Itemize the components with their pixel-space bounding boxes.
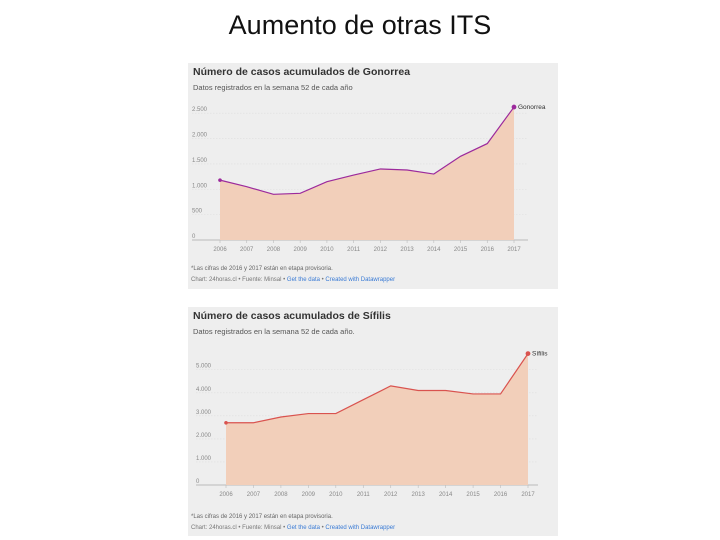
gonorrea-credit-separator: • bbox=[321, 277, 324, 283]
sifilis-credit-text: Chart: 24horas.cl • Fuente: Minsal • bbox=[191, 525, 286, 531]
gonorrea-x-tick-label: 2015 bbox=[454, 247, 468, 253]
gonorrea-start-point bbox=[218, 178, 222, 182]
gonorrea-series-line bbox=[219, 106, 515, 195]
sifilis-y-tick-label: 0 bbox=[196, 479, 200, 485]
gonorrea-series-label: Gonorrea bbox=[518, 104, 546, 111]
gonorrea-chart-svg: 0 500 1.000 1.500 2.000 2.500 Gonorrea 2006 2007… bbox=[192, 104, 546, 253]
sifilis-x-tick-label: 2015 bbox=[466, 492, 480, 498]
sifilis-end-point bbox=[525, 351, 531, 357]
gonorrea-x-tick-label: 2006 bbox=[213, 247, 227, 253]
gonorrea-get-data-link[interactable]: Get the data bbox=[286, 277, 320, 283]
gonorrea-x-tick-label: 2014 bbox=[427, 247, 441, 253]
gonorrea-x-tick-label: 2007 bbox=[240, 247, 254, 253]
sifilis-y-tick-label: 1.000 bbox=[196, 456, 212, 462]
sifilis-chart-svg: 0 1.000 2.000 3.000 4.000 5.000 Sífilis 2006 200… bbox=[196, 351, 548, 498]
gonorrea-x-tick-label: 2016 bbox=[481, 247, 495, 253]
slide-title: Aumento de otras ITS bbox=[228, 10, 492, 40]
sifilis-x-tick-label: 2016 bbox=[494, 492, 508, 498]
sifilis-y-tick-label: 5.000 bbox=[196, 364, 212, 370]
gonorrea-x-tick-label: 2011 bbox=[347, 247, 361, 253]
gonorrea-chart-title: Número de casos acumulados de Gonorrea bbox=[193, 66, 411, 78]
sifilis-x-tick-label: 2013 bbox=[412, 492, 426, 498]
gonorrea-x-tick-label: 2010 bbox=[320, 247, 334, 253]
gonorrea-datawrapper-link[interactable]: Created with Datawrapper bbox=[325, 277, 396, 283]
gonorrea-y-tick-label: 0 bbox=[192, 234, 196, 240]
sifilis-chart-panel: 0 1.000 2.000 3.000 4.000 5.000 Sífilis 2006 200… bbox=[188, 307, 558, 536]
gonorrea-x-tick-label: 2017 bbox=[507, 247, 521, 253]
sifilis-datawrapper-link[interactable]: Created with Datawrapper bbox=[325, 525, 396, 531]
sifilis-series-line bbox=[226, 353, 529, 424]
sifilis-x-tick-label: 2008 bbox=[274, 492, 288, 498]
gonorrea-y-tick-label: 1.500 bbox=[192, 158, 208, 164]
sifilis-x-tick-label: 2012 bbox=[384, 492, 398, 498]
sifilis-area bbox=[226, 353, 528, 485]
sifilis-x-tick-label: 2010 bbox=[329, 492, 343, 498]
sifilis-x-tick-label: 2006 bbox=[219, 492, 233, 498]
sifilis-chart-subtitle: Datos registrados en la semana 52 de cad… bbox=[193, 327, 355, 336]
sifilis-y-tick-label: 3.000 bbox=[196, 410, 212, 416]
sifilis-series-label: Sífilis bbox=[532, 351, 548, 358]
sifilis-x-tick-label: 2011 bbox=[357, 492, 371, 498]
gonorrea-chart-panel: 0 500 1.000 1.500 2.000 2.500 Gonorrea 2006 2007… bbox=[188, 63, 558, 289]
sifilis-chart-note: *Las cifras de 2016 y 2017 están en etap… bbox=[191, 514, 333, 520]
sifilis-start-point bbox=[224, 420, 228, 425]
sifilis-y-tick-label: 2.000 bbox=[196, 433, 212, 439]
gonorrea-credit-text: Chart: 24horas.cl • Fuente: Minsal • bbox=[191, 277, 286, 283]
sifilis-x-tick-label: 2014 bbox=[439, 492, 453, 498]
sifilis-get-data-link[interactable]: Get the data bbox=[286, 525, 320, 531]
gonorrea-x-tick-label: 2008 bbox=[267, 247, 281, 253]
sifilis-x-tick-label: 2007 bbox=[247, 492, 261, 498]
sifilis-x-tick-label: 2009 bbox=[302, 492, 316, 498]
sifilis-chart-title: Número de casos acumulados de Sífilis bbox=[193, 310, 391, 322]
sifilis-x-tick-label: 2017 bbox=[521, 492, 535, 498]
gonorrea-x-tick-label: 2013 bbox=[400, 247, 414, 253]
gonorrea-end-point bbox=[511, 104, 517, 110]
sifilis-y-tick-label: 4.000 bbox=[196, 387, 212, 393]
gonorrea-y-tick-label: 500 bbox=[192, 209, 203, 215]
gonorrea-chart-note: *Las cifras de 2016 y 2017 están en etap… bbox=[191, 266, 333, 272]
gonorrea-y-tick-label: 1.000 bbox=[192, 183, 208, 189]
gonorrea-area bbox=[220, 107, 514, 240]
sifilis-credit-separator: • bbox=[321, 525, 324, 531]
gonorrea-x-tick-label: 2012 bbox=[374, 247, 388, 253]
gonorrea-chart-credit: Chart: 24horas.cl • Fuente: Minsal • Get… bbox=[191, 277, 395, 283]
gonorrea-y-tick-label: 2.000 bbox=[192, 133, 208, 139]
gonorrea-x-tick-label: 2009 bbox=[294, 247, 308, 253]
gonorrea-chart-subtitle: Datos registrados en la semana 52 de cad… bbox=[193, 83, 353, 92]
gonorrea-y-tick-label: 2.500 bbox=[192, 107, 208, 113]
sifilis-chart-credit: Chart: 24horas.cl • Fuente: Minsal • Get… bbox=[191, 525, 395, 531]
